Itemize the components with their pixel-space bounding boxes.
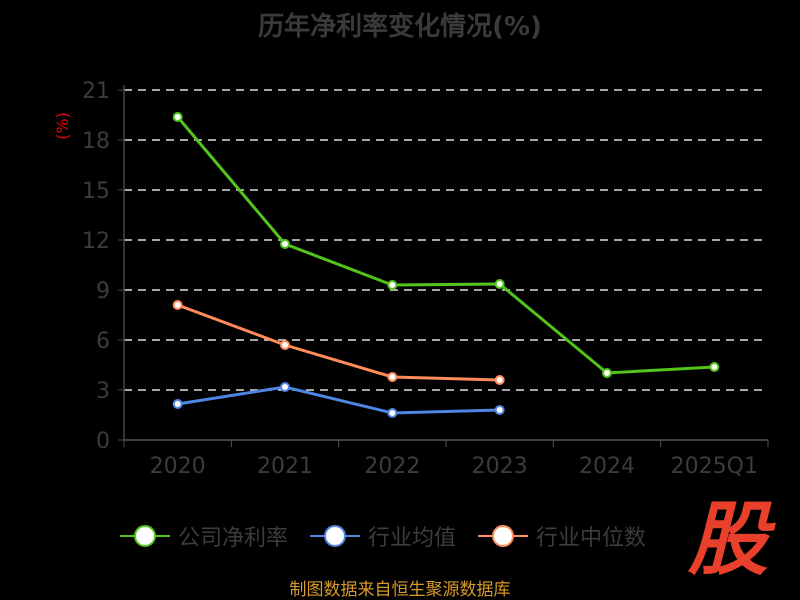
x-tick-label: 2024	[579, 454, 635, 479]
data-point	[280, 340, 290, 350]
legend: 公司净利率 行业均值 行业中位数	[120, 520, 646, 552]
series-line	[176, 116, 715, 375]
data-point	[494, 405, 505, 415]
data-point	[602, 368, 612, 378]
data-point	[280, 382, 290, 392]
y-tick-label: 18	[82, 129, 110, 154]
legend-item[interactable]: 行业均值	[310, 520, 456, 552]
legend-marker-icon	[120, 525, 170, 547]
y-tick-label: 9	[96, 279, 110, 304]
series-line	[177, 385, 500, 415]
x-tick-label: 2020	[150, 454, 206, 479]
data-point	[387, 280, 398, 290]
x-tick-label: 2021	[257, 454, 313, 479]
x-tick-label: 2025Q1	[671, 454, 758, 479]
series-line	[177, 303, 500, 382]
data-point	[172, 399, 183, 409]
y-tick-label: 12	[82, 229, 110, 254]
legend-item[interactable]: 公司净利率	[120, 520, 288, 552]
y-tick-label: 3	[96, 379, 110, 404]
legend-label: 行业中位数	[536, 526, 647, 551]
legend-marker-icon	[310, 525, 361, 547]
source-note: 制图数据来自恒生聚源数据库	[289, 580, 511, 600]
legend-marker-icon	[478, 525, 529, 547]
y-tick-label: 15	[82, 179, 110, 204]
y-tick-label: 21	[82, 79, 110, 104]
x-tick-label: 2022	[364, 454, 420, 479]
y-axis-label: (%)	[53, 112, 72, 140]
data-point	[172, 300, 183, 310]
x-tick-label: 2023	[472, 454, 528, 479]
data-point	[387, 372, 398, 382]
y-tick-label: 0	[96, 429, 110, 454]
y-tick-label: 6	[96, 329, 110, 354]
data-point	[494, 375, 505, 385]
data-point	[387, 408, 398, 418]
data-point	[280, 239, 290, 249]
logo: 股	[688, 493, 768, 586]
data-point	[709, 362, 720, 372]
data-point	[494, 279, 505, 289]
legend-label: 行业均值	[368, 526, 457, 551]
data-point	[172, 112, 183, 122]
chart-title: 历年净利率变化情况(%)	[258, 12, 542, 42]
legend-label: 公司净利率	[178, 526, 289, 551]
legend-item[interactable]: 行业中位数	[478, 520, 646, 552]
